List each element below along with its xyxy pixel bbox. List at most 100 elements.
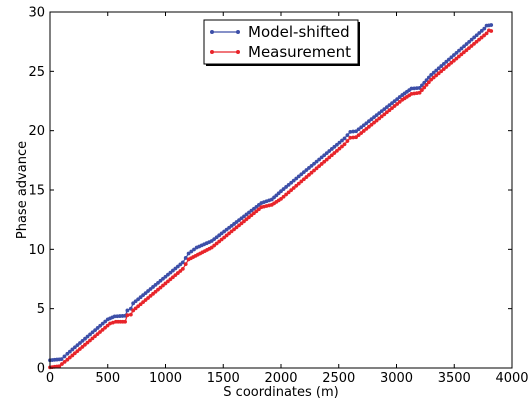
data-point bbox=[85, 334, 90, 339]
data-point bbox=[95, 326, 100, 330]
data-point bbox=[183, 256, 188, 260]
data-point bbox=[85, 340, 90, 345]
y-tick-label: 5 bbox=[37, 302, 45, 317]
data-point bbox=[65, 357, 70, 362]
data-point bbox=[484, 31, 489, 36]
data-point bbox=[384, 110, 389, 115]
data-point bbox=[83, 336, 87, 341]
data-point bbox=[369, 117, 374, 122]
data-point bbox=[108, 321, 112, 326]
series-measurement bbox=[48, 28, 494, 370]
legend: Model-shifted Measurement bbox=[203, 19, 360, 66]
data-point bbox=[459, 52, 464, 57]
data-point bbox=[489, 29, 494, 33]
data-point bbox=[354, 135, 358, 140]
data-point bbox=[479, 35, 484, 40]
legend-label: Model-shifted bbox=[248, 23, 350, 41]
data-point bbox=[444, 65, 449, 69]
data-point bbox=[351, 129, 356, 134]
data-point bbox=[367, 119, 371, 124]
data-point bbox=[284, 192, 288, 197]
data-point bbox=[446, 63, 451, 67]
data-point bbox=[189, 249, 194, 254]
data-point bbox=[327, 149, 332, 153]
data-point bbox=[377, 116, 382, 121]
data-point bbox=[397, 99, 402, 104]
data-point bbox=[322, 159, 327, 164]
data-point bbox=[67, 355, 72, 360]
data-point bbox=[372, 115, 376, 120]
data-point bbox=[178, 269, 183, 273]
data-point bbox=[395, 97, 400, 101]
data-point bbox=[377, 111, 382, 116]
data-point bbox=[390, 106, 394, 111]
data-point bbox=[286, 190, 291, 195]
data-point bbox=[477, 37, 481, 42]
data-point bbox=[75, 343, 80, 348]
data-point bbox=[441, 67, 446, 72]
data-point bbox=[472, 35, 477, 40]
data-point bbox=[95, 332, 100, 337]
data-point bbox=[279, 197, 283, 201]
data-point bbox=[409, 86, 414, 91]
data-point bbox=[284, 185, 288, 189]
data-point bbox=[387, 108, 392, 113]
data-point bbox=[348, 135, 353, 140]
data-point bbox=[417, 90, 422, 95]
data-point bbox=[439, 69, 444, 74]
data-point bbox=[477, 31, 482, 35]
data-point bbox=[361, 129, 366, 133]
data-point bbox=[100, 327, 105, 332]
data-point bbox=[57, 364, 62, 369]
data-point bbox=[374, 118, 379, 123]
data-point bbox=[345, 139, 350, 143]
data-point bbox=[141, 300, 145, 305]
data-point bbox=[379, 109, 384, 114]
data-point bbox=[451, 58, 456, 63]
data-point bbox=[364, 121, 369, 126]
data-point bbox=[309, 170, 314, 175]
data-point bbox=[72, 351, 77, 356]
data-point bbox=[309, 163, 314, 168]
y-tick-label: 20 bbox=[28, 124, 45, 139]
data-point bbox=[337, 140, 342, 145]
data-point bbox=[67, 349, 72, 354]
data-point bbox=[319, 162, 324, 166]
data-point bbox=[146, 296, 150, 300]
data-point bbox=[364, 126, 369, 131]
series-line bbox=[49, 24, 492, 361]
data-point bbox=[464, 48, 469, 53]
data-point bbox=[88, 332, 92, 337]
data-point bbox=[452, 53, 456, 57]
x-tick-label: 2500 bbox=[322, 371, 355, 386]
data-point bbox=[489, 23, 494, 27]
data-point bbox=[426, 80, 431, 85]
data-point bbox=[170, 275, 175, 280]
y-tick-label: 10 bbox=[28, 243, 45, 258]
data-point bbox=[100, 321, 105, 326]
data-point bbox=[301, 177, 306, 182]
data-point bbox=[59, 357, 64, 361]
data-point bbox=[356, 127, 361, 132]
data-point bbox=[397, 95, 402, 99]
data-point bbox=[125, 308, 130, 313]
data-point bbox=[332, 144, 337, 149]
data-point bbox=[299, 179, 304, 184]
data-point bbox=[180, 260, 185, 265]
data-point bbox=[342, 136, 347, 141]
legend-marker bbox=[210, 30, 214, 34]
data-point bbox=[356, 133, 361, 138]
data-point bbox=[372, 120, 376, 125]
data-point bbox=[434, 68, 439, 73]
data-point bbox=[392, 99, 397, 103]
data-point bbox=[415, 86, 419, 91]
data-point bbox=[317, 164, 322, 169]
data-point bbox=[422, 85, 427, 90]
x-tick-label: 2000 bbox=[264, 371, 297, 386]
data-point bbox=[161, 283, 165, 288]
data-point bbox=[294, 183, 299, 188]
data-point bbox=[286, 182, 291, 187]
data-point bbox=[296, 181, 301, 186]
data-point bbox=[340, 138, 344, 143]
data-point bbox=[379, 114, 384, 119]
